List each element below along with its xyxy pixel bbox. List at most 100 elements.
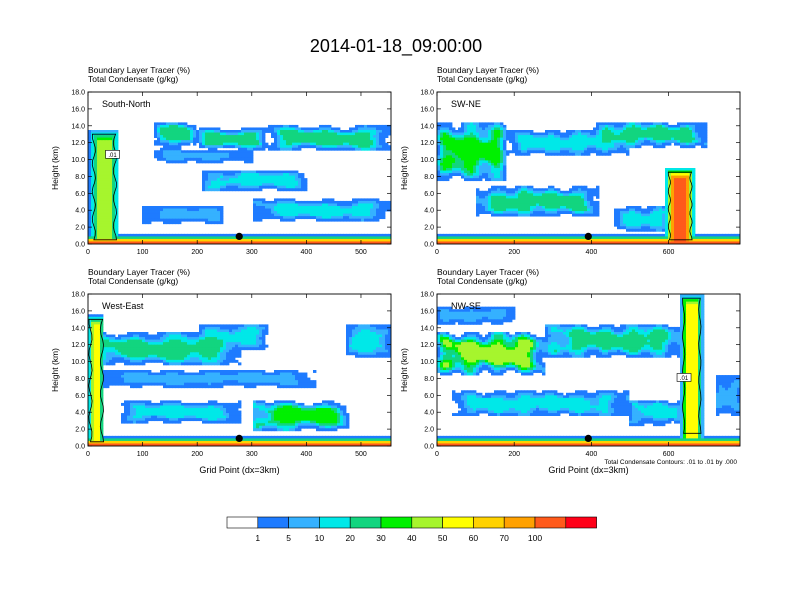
field-cell xyxy=(184,241,188,244)
field-cell xyxy=(229,150,233,154)
field-cell xyxy=(629,137,633,141)
field-cell xyxy=(518,200,522,204)
field-cell xyxy=(316,241,320,244)
field-cell xyxy=(623,221,627,225)
field-cell xyxy=(680,226,684,230)
field-cell xyxy=(533,200,537,204)
field-cell xyxy=(707,236,711,240)
field-cell xyxy=(479,157,483,161)
field-cell xyxy=(518,208,522,212)
field-cell xyxy=(214,160,218,164)
field-cell xyxy=(629,124,633,128)
field-cell xyxy=(358,142,362,146)
field-cell xyxy=(569,233,573,237)
field-cell xyxy=(346,140,350,144)
field-cell xyxy=(644,241,648,244)
field-cell xyxy=(358,140,362,144)
field-cell xyxy=(217,185,221,189)
field-cell xyxy=(602,147,606,151)
field-cell xyxy=(461,127,465,131)
field-cell xyxy=(443,140,447,144)
field-cell xyxy=(91,152,95,156)
field-cell xyxy=(388,206,391,209)
field-cell xyxy=(479,147,483,151)
field-cell xyxy=(301,211,305,214)
field-cell xyxy=(253,218,257,222)
field-cell xyxy=(340,200,344,204)
field-cell xyxy=(437,142,441,146)
field-cell xyxy=(557,198,561,202)
field-cell xyxy=(440,130,444,133)
field-cell xyxy=(527,135,531,138)
field-cell xyxy=(172,140,176,144)
field-cell xyxy=(250,130,254,133)
field-cell xyxy=(205,188,209,192)
field-cell xyxy=(364,236,368,240)
field-cell xyxy=(563,132,567,136)
field-cell xyxy=(578,137,582,141)
field-cell xyxy=(250,185,254,189)
field-cell xyxy=(106,200,110,204)
field-cell xyxy=(271,185,275,189)
field-cell xyxy=(169,208,173,212)
field-cell xyxy=(680,140,684,144)
field-cell xyxy=(626,211,630,214)
field-cell xyxy=(289,185,293,189)
field-cell xyxy=(539,236,543,240)
field-cell xyxy=(343,216,347,220)
field-cell xyxy=(337,206,341,209)
field-cell xyxy=(674,236,678,240)
field-cell xyxy=(464,152,468,156)
field-cell xyxy=(491,145,495,149)
field-cell xyxy=(587,150,591,154)
field-cell xyxy=(268,206,272,209)
field-cell xyxy=(536,200,540,204)
field-cell xyxy=(169,122,173,126)
field-cell xyxy=(355,135,359,138)
field-cell xyxy=(470,173,474,176)
field-cell xyxy=(295,135,299,138)
field-cell xyxy=(662,211,666,214)
field-cell xyxy=(476,165,480,169)
field-cell xyxy=(337,216,341,220)
field-cell xyxy=(286,188,290,192)
field-cell xyxy=(521,206,525,209)
field-cell xyxy=(355,233,359,237)
field-cell xyxy=(226,173,230,176)
field-cell xyxy=(587,137,591,141)
field-cell xyxy=(178,150,182,154)
field-cell xyxy=(647,211,651,214)
field-cell xyxy=(202,180,206,184)
field-cell xyxy=(671,231,675,235)
field-cell xyxy=(668,241,672,244)
field-cell xyxy=(277,208,281,212)
field-cell xyxy=(686,198,690,202)
field-cell xyxy=(217,130,221,133)
field-cell xyxy=(199,208,203,212)
field-cell xyxy=(491,238,495,242)
field-cell xyxy=(578,193,582,197)
field-cell xyxy=(277,170,281,174)
field-cell xyxy=(175,132,179,136)
field-cell xyxy=(452,150,456,154)
field-cell xyxy=(575,150,579,154)
field-cell xyxy=(674,211,678,214)
field-cell xyxy=(298,183,302,187)
field-cell xyxy=(677,221,681,225)
field-cell xyxy=(488,188,492,192)
field-cell xyxy=(671,200,675,204)
field-cell xyxy=(292,208,296,212)
field-cell xyxy=(470,152,474,156)
field-cell xyxy=(482,142,486,146)
field-cell xyxy=(289,238,293,242)
field-cell xyxy=(235,175,239,179)
field-cell xyxy=(581,236,585,240)
field-cell xyxy=(100,150,104,154)
field-cell xyxy=(692,198,696,202)
field-cell xyxy=(500,238,504,242)
field-cell xyxy=(259,145,263,149)
field-cell xyxy=(623,140,627,144)
field-cell xyxy=(208,183,212,187)
field-cell xyxy=(199,233,203,237)
field-cell xyxy=(692,122,696,126)
